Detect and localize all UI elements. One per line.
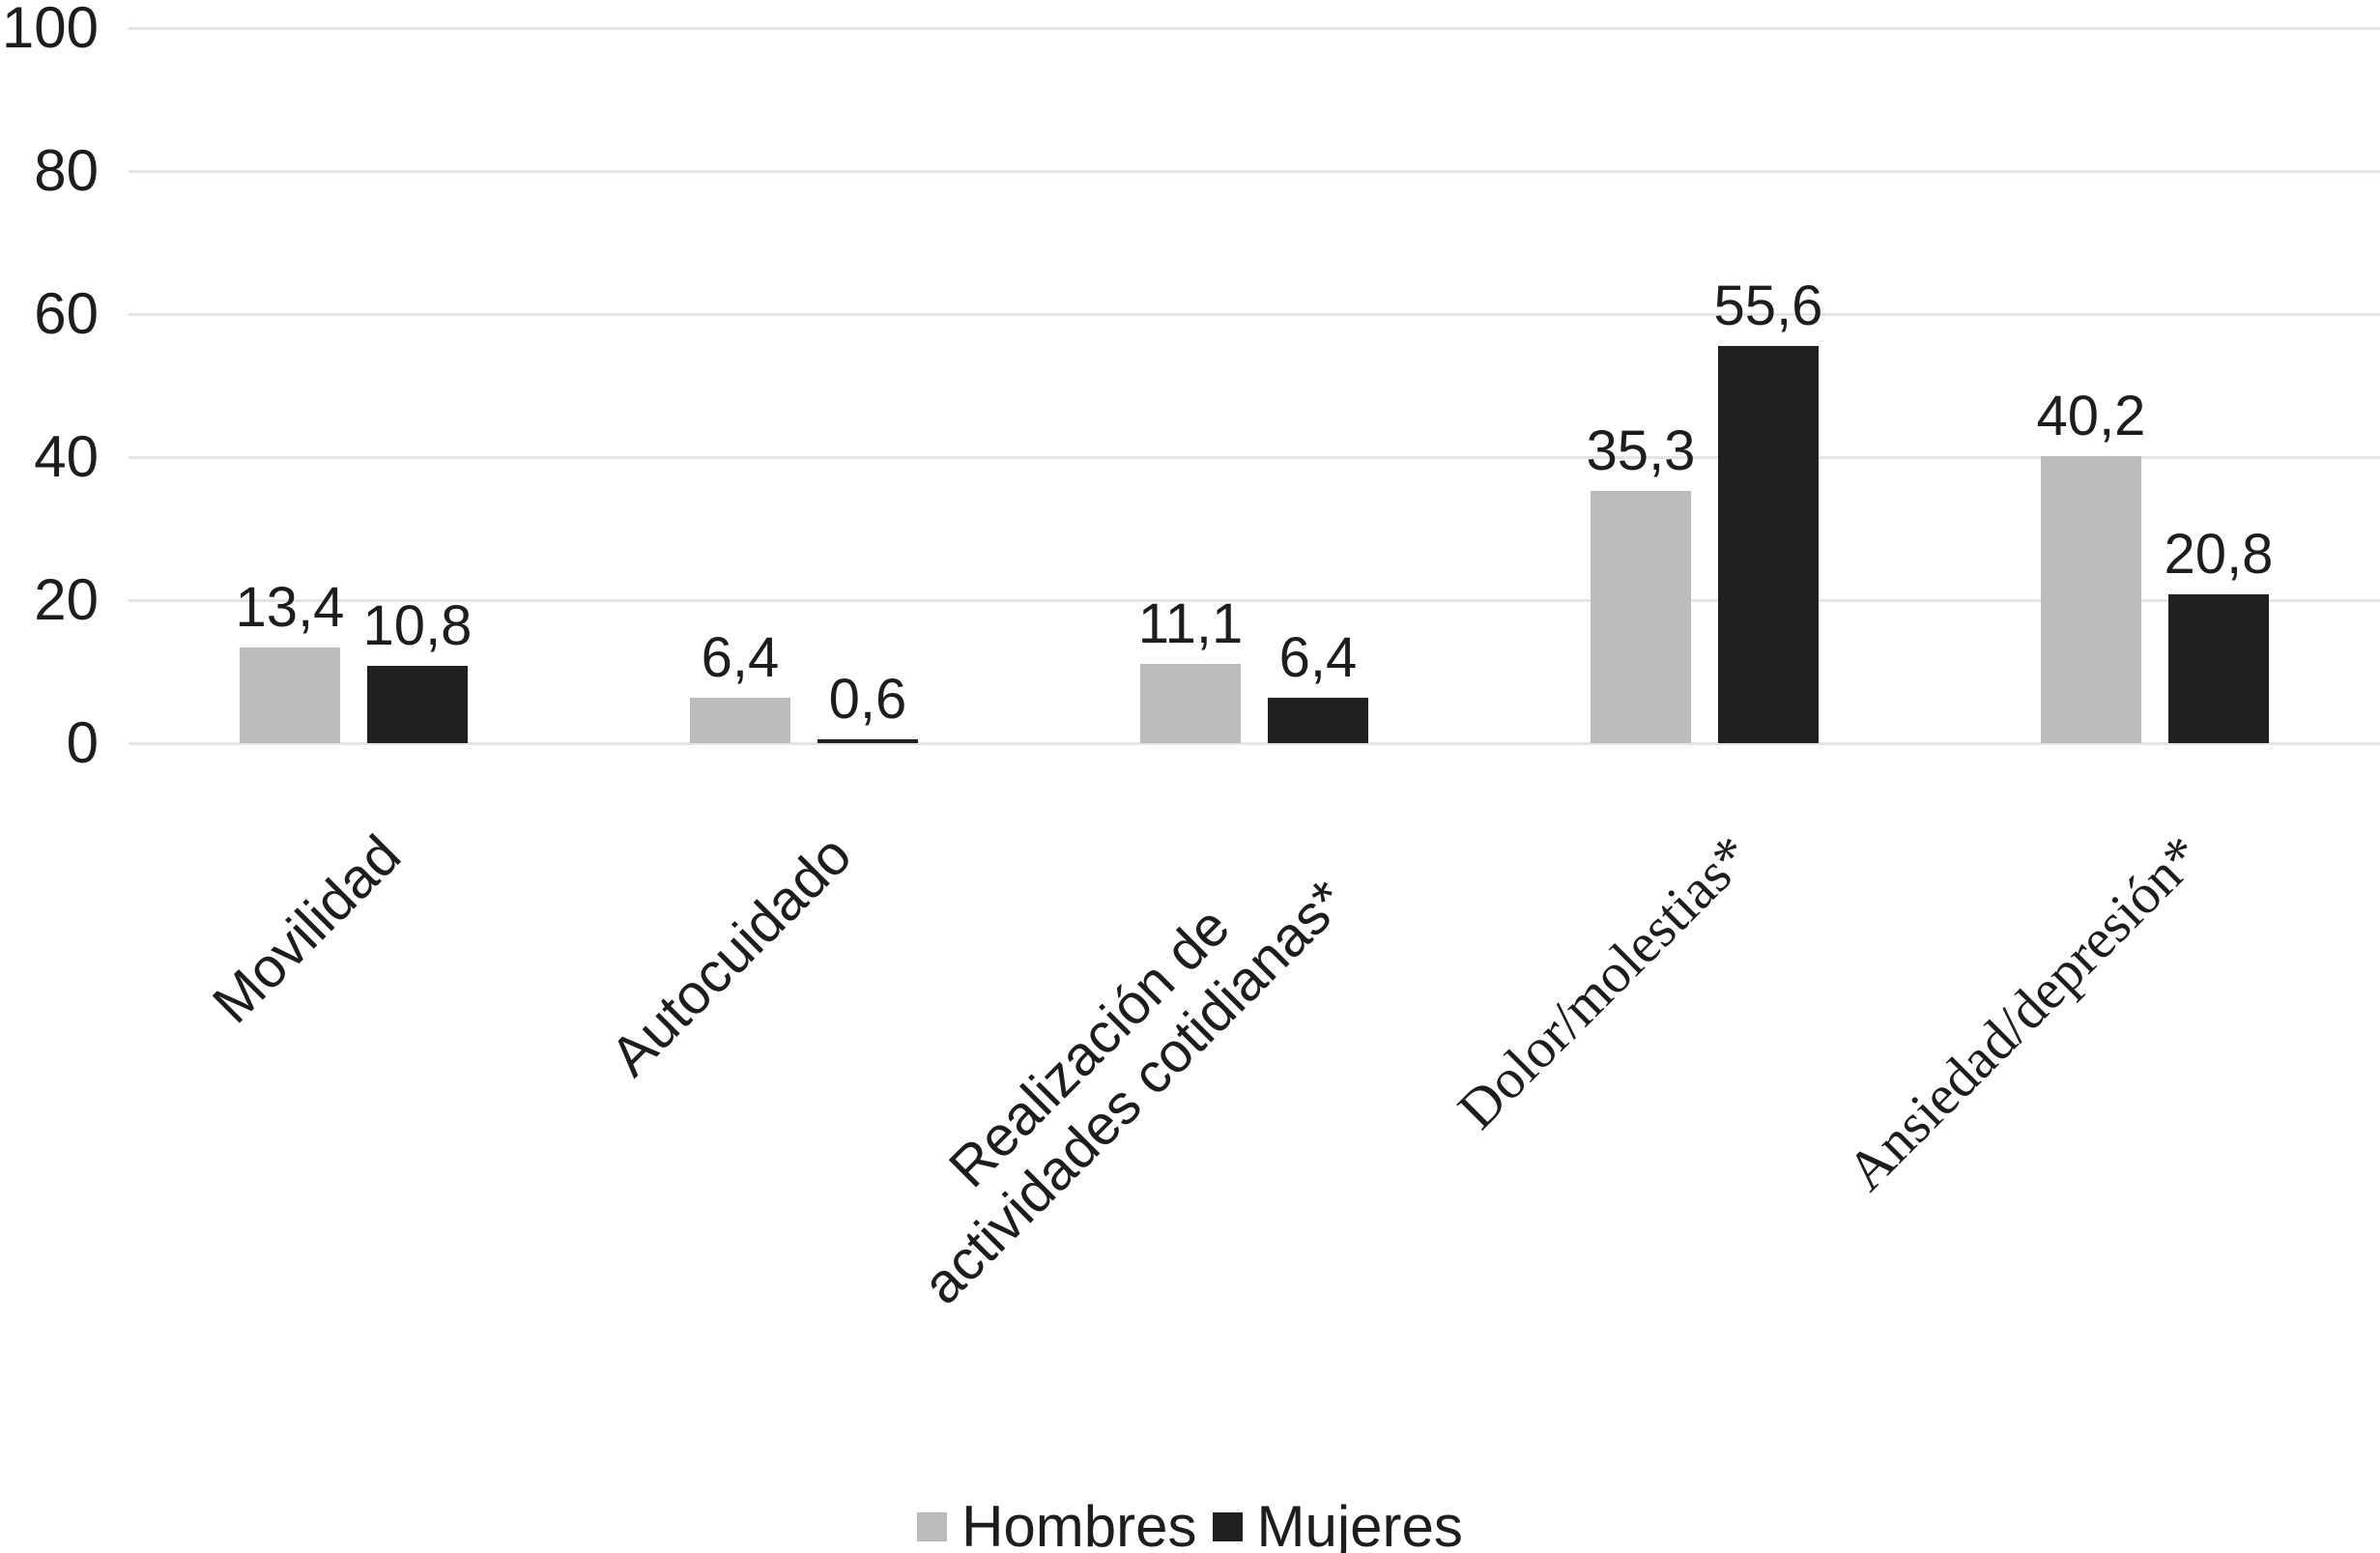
x-label-line: Ansiedad/depresión*	[1834, 823, 2214, 1203]
legend-item-hombres: Hombres	[917, 1494, 1197, 1553]
gridline-0	[129, 742, 2380, 745]
gridline-20	[129, 599, 2380, 602]
value-label-hombres-3: 35,3	[1586, 419, 1696, 482]
value-label-mujeres-0: 10,8	[362, 594, 473, 657]
y-tick-label-80: 80	[34, 138, 99, 203]
gridline-40	[129, 456, 2380, 459]
x-label-0: Movilidad	[201, 823, 414, 1036]
value-label-hombres-1: 6,4	[701, 626, 780, 689]
x-label-line: Dolor/molestias*	[1446, 823, 1763, 1141]
value-label-mujeres-1: 0,6	[828, 668, 907, 731]
bar-hombres-2	[1140, 664, 1241, 743]
bar-mujeres-0	[367, 666, 468, 743]
value-label-hombres-0: 13,4	[235, 576, 345, 639]
legend-swatch-hombres-icon	[917, 1512, 948, 1541]
y-tick-label-60: 60	[34, 281, 99, 346]
y-tick-label-20: 20	[34, 567, 99, 632]
gridline-60	[129, 313, 2380, 316]
bar-mujeres-4	[2168, 594, 2269, 743]
bar-mujeres-2	[1268, 698, 1368, 743]
value-label-hombres-2: 11,1	[1137, 592, 1244, 655]
x-label-2: Realización de actividades cotidianas*	[866, 823, 1360, 1317]
value-label-mujeres-4: 20,8	[2164, 523, 2274, 586]
y-tick-label-0: 0	[66, 710, 99, 775]
legend-label-mujeres: Mujeres	[1256, 1494, 1463, 1553]
legend-swatch-mujeres-icon	[1212, 1512, 1243, 1541]
bar-hombres-0	[240, 647, 340, 743]
y-tick-label-100: 100	[1, 0, 99, 60]
legend-item-mujeres: Mujeres	[1212, 1494, 1463, 1553]
bar-mujeres-1	[817, 739, 918, 743]
legend: Hombres Mujeres	[0, 1496, 2380, 1553]
x-label-line: Autocuidado	[597, 823, 863, 1088]
gridline-80	[129, 170, 2380, 173]
value-label-mujeres-3: 55,6	[1713, 274, 1823, 337]
x-label-4: Ansiedad/depresión*	[1835, 823, 2215, 1203]
gridline-100	[129, 27, 2380, 30]
x-label-line: Realización de	[936, 895, 1242, 1200]
bar-hombres-1	[690, 698, 790, 743]
legend-label-hombres: Hombres	[961, 1494, 1197, 1553]
x-label-line: actividades cotidianas*	[910, 868, 1359, 1316]
value-label-hombres-4: 40,2	[2036, 385, 2146, 447]
bar-hombres-3	[1591, 491, 1691, 743]
x-label-1: Autocuidado	[598, 823, 864, 1089]
x-label-line: Movilidad	[200, 823, 413, 1036]
bar-hombres-4	[2041, 456, 2141, 743]
x-label-3: Dolor/molestias*	[1446, 823, 1763, 1141]
bar-mujeres-3	[1718, 346, 1819, 743]
value-label-mujeres-2: 6,4	[1278, 626, 1358, 689]
y-tick-label-40: 40	[34, 424, 99, 489]
